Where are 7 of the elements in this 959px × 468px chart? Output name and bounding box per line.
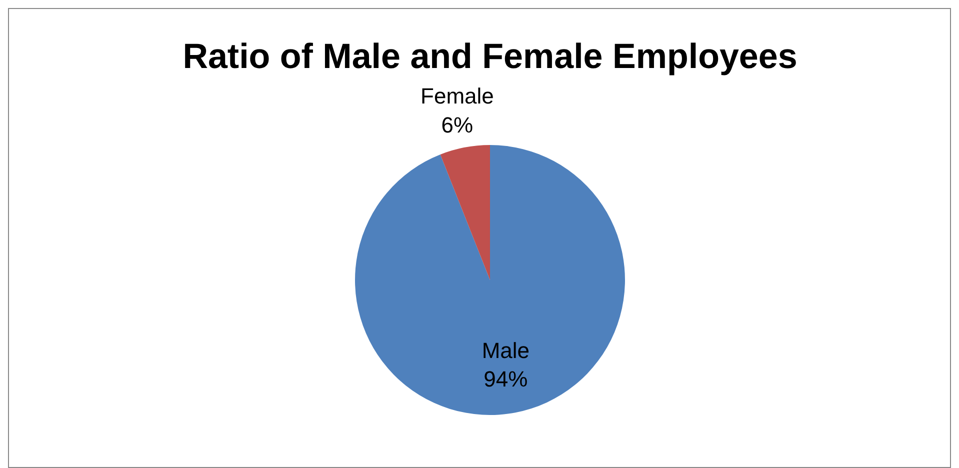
pie-slice [440,145,490,280]
chart-title: Ratio of Male and Female Employees [182,37,798,76]
data-label: 6% [441,112,474,138]
pie-slice [355,145,625,415]
slice-label: Female [420,84,494,109]
data-label: 94% [484,366,528,392]
slice-label: Male [482,338,530,363]
